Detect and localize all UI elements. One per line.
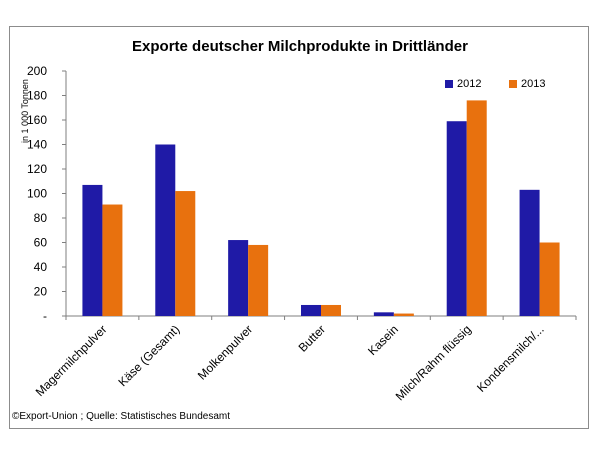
bar-2012-5 — [373, 312, 394, 316]
source-note: ©Export-Union ; Quelle: Statistisches Bu… — [12, 411, 231, 422]
bar-2013-5 — [393, 313, 414, 316]
legend-swatch-2013 — [509, 80, 517, 89]
y-tick-label: 120 — [27, 162, 47, 176]
bar-2012-7 — [519, 189, 540, 316]
bar-2013-4 — [321, 304, 341, 316]
y-tick-label: 20 — [34, 285, 48, 299]
y-tick-label: 200 — [27, 64, 47, 78]
x-tick-label: Kondensmilch/... — [474, 322, 547, 395]
y-tick-label: 40 — [34, 260, 48, 274]
bar-2012-3 — [228, 240, 249, 316]
bar-2013-2 — [175, 191, 196, 316]
chart-title: Exporte deutscher Milchprodukte in Dritt… — [132, 38, 468, 55]
x-tick-label: Kasein — [365, 322, 401, 358]
bar-2012-4 — [301, 304, 321, 316]
y-tick-label: - — [43, 309, 47, 323]
x-tick-label: Magermilchpulver — [33, 322, 110, 399]
legend-item-2012: 2012 — [445, 78, 481, 90]
bar-2013-3 — [248, 244, 269, 316]
legend-label-2012: 2012 — [457, 78, 482, 91]
legend-label-2013: 2013 — [521, 78, 546, 91]
bar-2012-1 — [82, 184, 103, 316]
y-tick-label: 140 — [27, 138, 47, 152]
x-tick-label: Molkenpulver — [195, 322, 255, 382]
y-tick-label: 60 — [34, 236, 48, 250]
y-tick-label: 160 — [27, 113, 47, 127]
legend-swatch-2012 — [445, 80, 453, 89]
bar-2012-2 — [155, 144, 176, 316]
bar-2013-7 — [539, 242, 560, 316]
bar-2013-6 — [466, 100, 487, 317]
chart-frame — [9, 26, 589, 429]
x-tick-label: Käse (Gesamt) — [115, 322, 182, 389]
y-tick-label: 100 — [27, 187, 47, 201]
legend-item-2013: 2013 — [509, 78, 545, 90]
x-tick-label: Butter — [296, 322, 329, 355]
y-axis-title: in 1 000 Tonnen — [20, 79, 30, 143]
bar-2012-6 — [446, 121, 467, 316]
x-tick-label: Milch/Rahm flüssig — [393, 322, 474, 403]
y-tick-label: 80 — [34, 211, 48, 225]
bar-2013-1 — [102, 204, 123, 316]
y-tick-label: 180 — [27, 89, 47, 103]
